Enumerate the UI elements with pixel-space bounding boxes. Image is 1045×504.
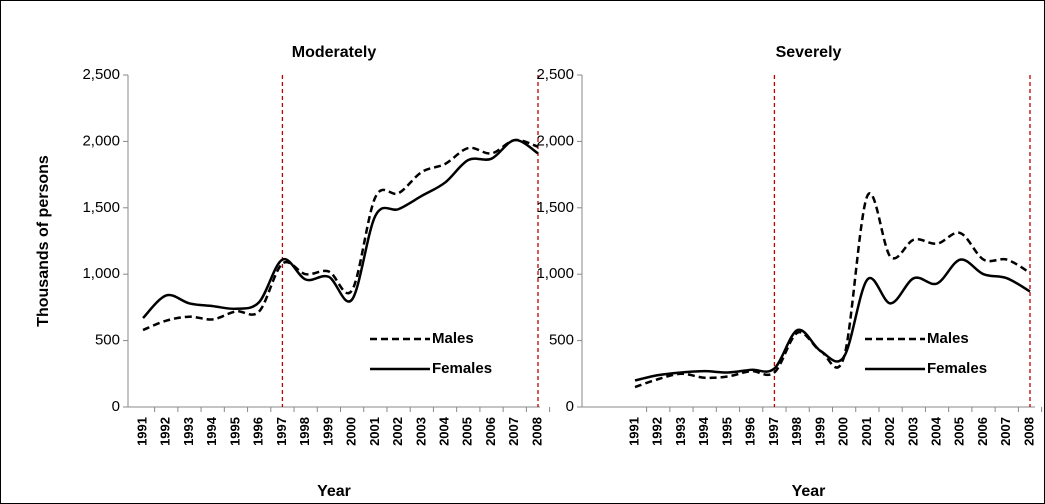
y-tick-label: 2,000 bbox=[82, 132, 120, 149]
x-tick-label: 1992 bbox=[650, 417, 665, 446]
y-axis-label: Thousands of persons bbox=[35, 155, 52, 327]
x-tick-label: 2000 bbox=[344, 417, 359, 446]
line-series bbox=[142, 138, 539, 332]
x-tick-label: 1995 bbox=[227, 417, 242, 446]
x-tick-label: 1997 bbox=[766, 417, 781, 446]
y-tick-label: 2,500 bbox=[82, 66, 120, 83]
legend-label: Females bbox=[432, 360, 492, 377]
x-axis-label: Year bbox=[792, 483, 826, 500]
x-tick-label: 2004 bbox=[436, 416, 451, 446]
legend-label: Males bbox=[927, 330, 969, 347]
x-tick-label: 2005 bbox=[952, 417, 967, 446]
x-tick-label: 1991 bbox=[134, 417, 149, 446]
x-tick-label: 2002 bbox=[882, 417, 897, 446]
x-tick-label: 2002 bbox=[390, 417, 405, 446]
y-tick-label: 1,000 bbox=[82, 265, 120, 282]
y-tick-label: 500 bbox=[95, 332, 120, 349]
x-tick-label: 1991 bbox=[626, 417, 641, 446]
x-tick-label: 2003 bbox=[413, 417, 428, 446]
x-tick-label: 2003 bbox=[905, 417, 920, 446]
y-tick-label: 1,500 bbox=[536, 199, 574, 216]
x-tick-label: 2008 bbox=[529, 417, 544, 446]
x-tick-label: 1997 bbox=[274, 417, 289, 446]
x-tick-label: 2001 bbox=[859, 417, 874, 446]
x-tick-label: 2005 bbox=[460, 417, 475, 446]
x-tick-label: 1998 bbox=[789, 417, 804, 446]
x-tick-label: 2006 bbox=[975, 417, 990, 446]
x-tick-label: 2001 bbox=[367, 417, 382, 446]
line-series bbox=[634, 192, 1031, 389]
x-tick-label: 1999 bbox=[812, 417, 827, 446]
x-tick-label: 1992 bbox=[158, 417, 173, 446]
x-tick-label: 1998 bbox=[297, 417, 312, 446]
y-tick-label: 2,000 bbox=[536, 132, 574, 149]
y-tick-label: 0 bbox=[112, 398, 120, 415]
x-tick-label: 2006 bbox=[483, 417, 498, 446]
legend-label: Females bbox=[927, 360, 987, 377]
line-series bbox=[142, 138, 539, 319]
x-tick-label: 1996 bbox=[743, 417, 758, 446]
x-tick-label: 2007 bbox=[506, 417, 521, 446]
chart-title: Moderately bbox=[292, 44, 377, 61]
y-tick-label: 1,500 bbox=[82, 199, 120, 216]
y-tick-label: 0 bbox=[566, 398, 574, 415]
x-tick-label: 1993 bbox=[181, 417, 196, 446]
x-tick-label: 1994 bbox=[204, 416, 219, 446]
line-series bbox=[634, 258, 1031, 382]
x-tick-label: 2004 bbox=[928, 416, 943, 446]
x-tick-label: 1996 bbox=[251, 417, 266, 446]
legend-label: Males bbox=[432, 330, 474, 347]
x-tick-label: 2000 bbox=[836, 417, 851, 446]
x-tick-label: 1999 bbox=[320, 417, 335, 446]
x-tick-label: 1994 bbox=[696, 416, 711, 446]
y-tick-label: 1,000 bbox=[536, 265, 574, 282]
x-tick-label: 2007 bbox=[998, 417, 1013, 446]
x-tick-label: 1995 bbox=[719, 417, 734, 446]
y-tick-label: 2,500 bbox=[536, 66, 574, 83]
x-tick-label: 2008 bbox=[1021, 417, 1036, 446]
x-axis-label: Year bbox=[317, 483, 351, 500]
chart-title: Severely bbox=[776, 44, 842, 61]
x-tick-label: 1993 bbox=[673, 417, 688, 446]
y-tick-label: 500 bbox=[549, 332, 574, 349]
